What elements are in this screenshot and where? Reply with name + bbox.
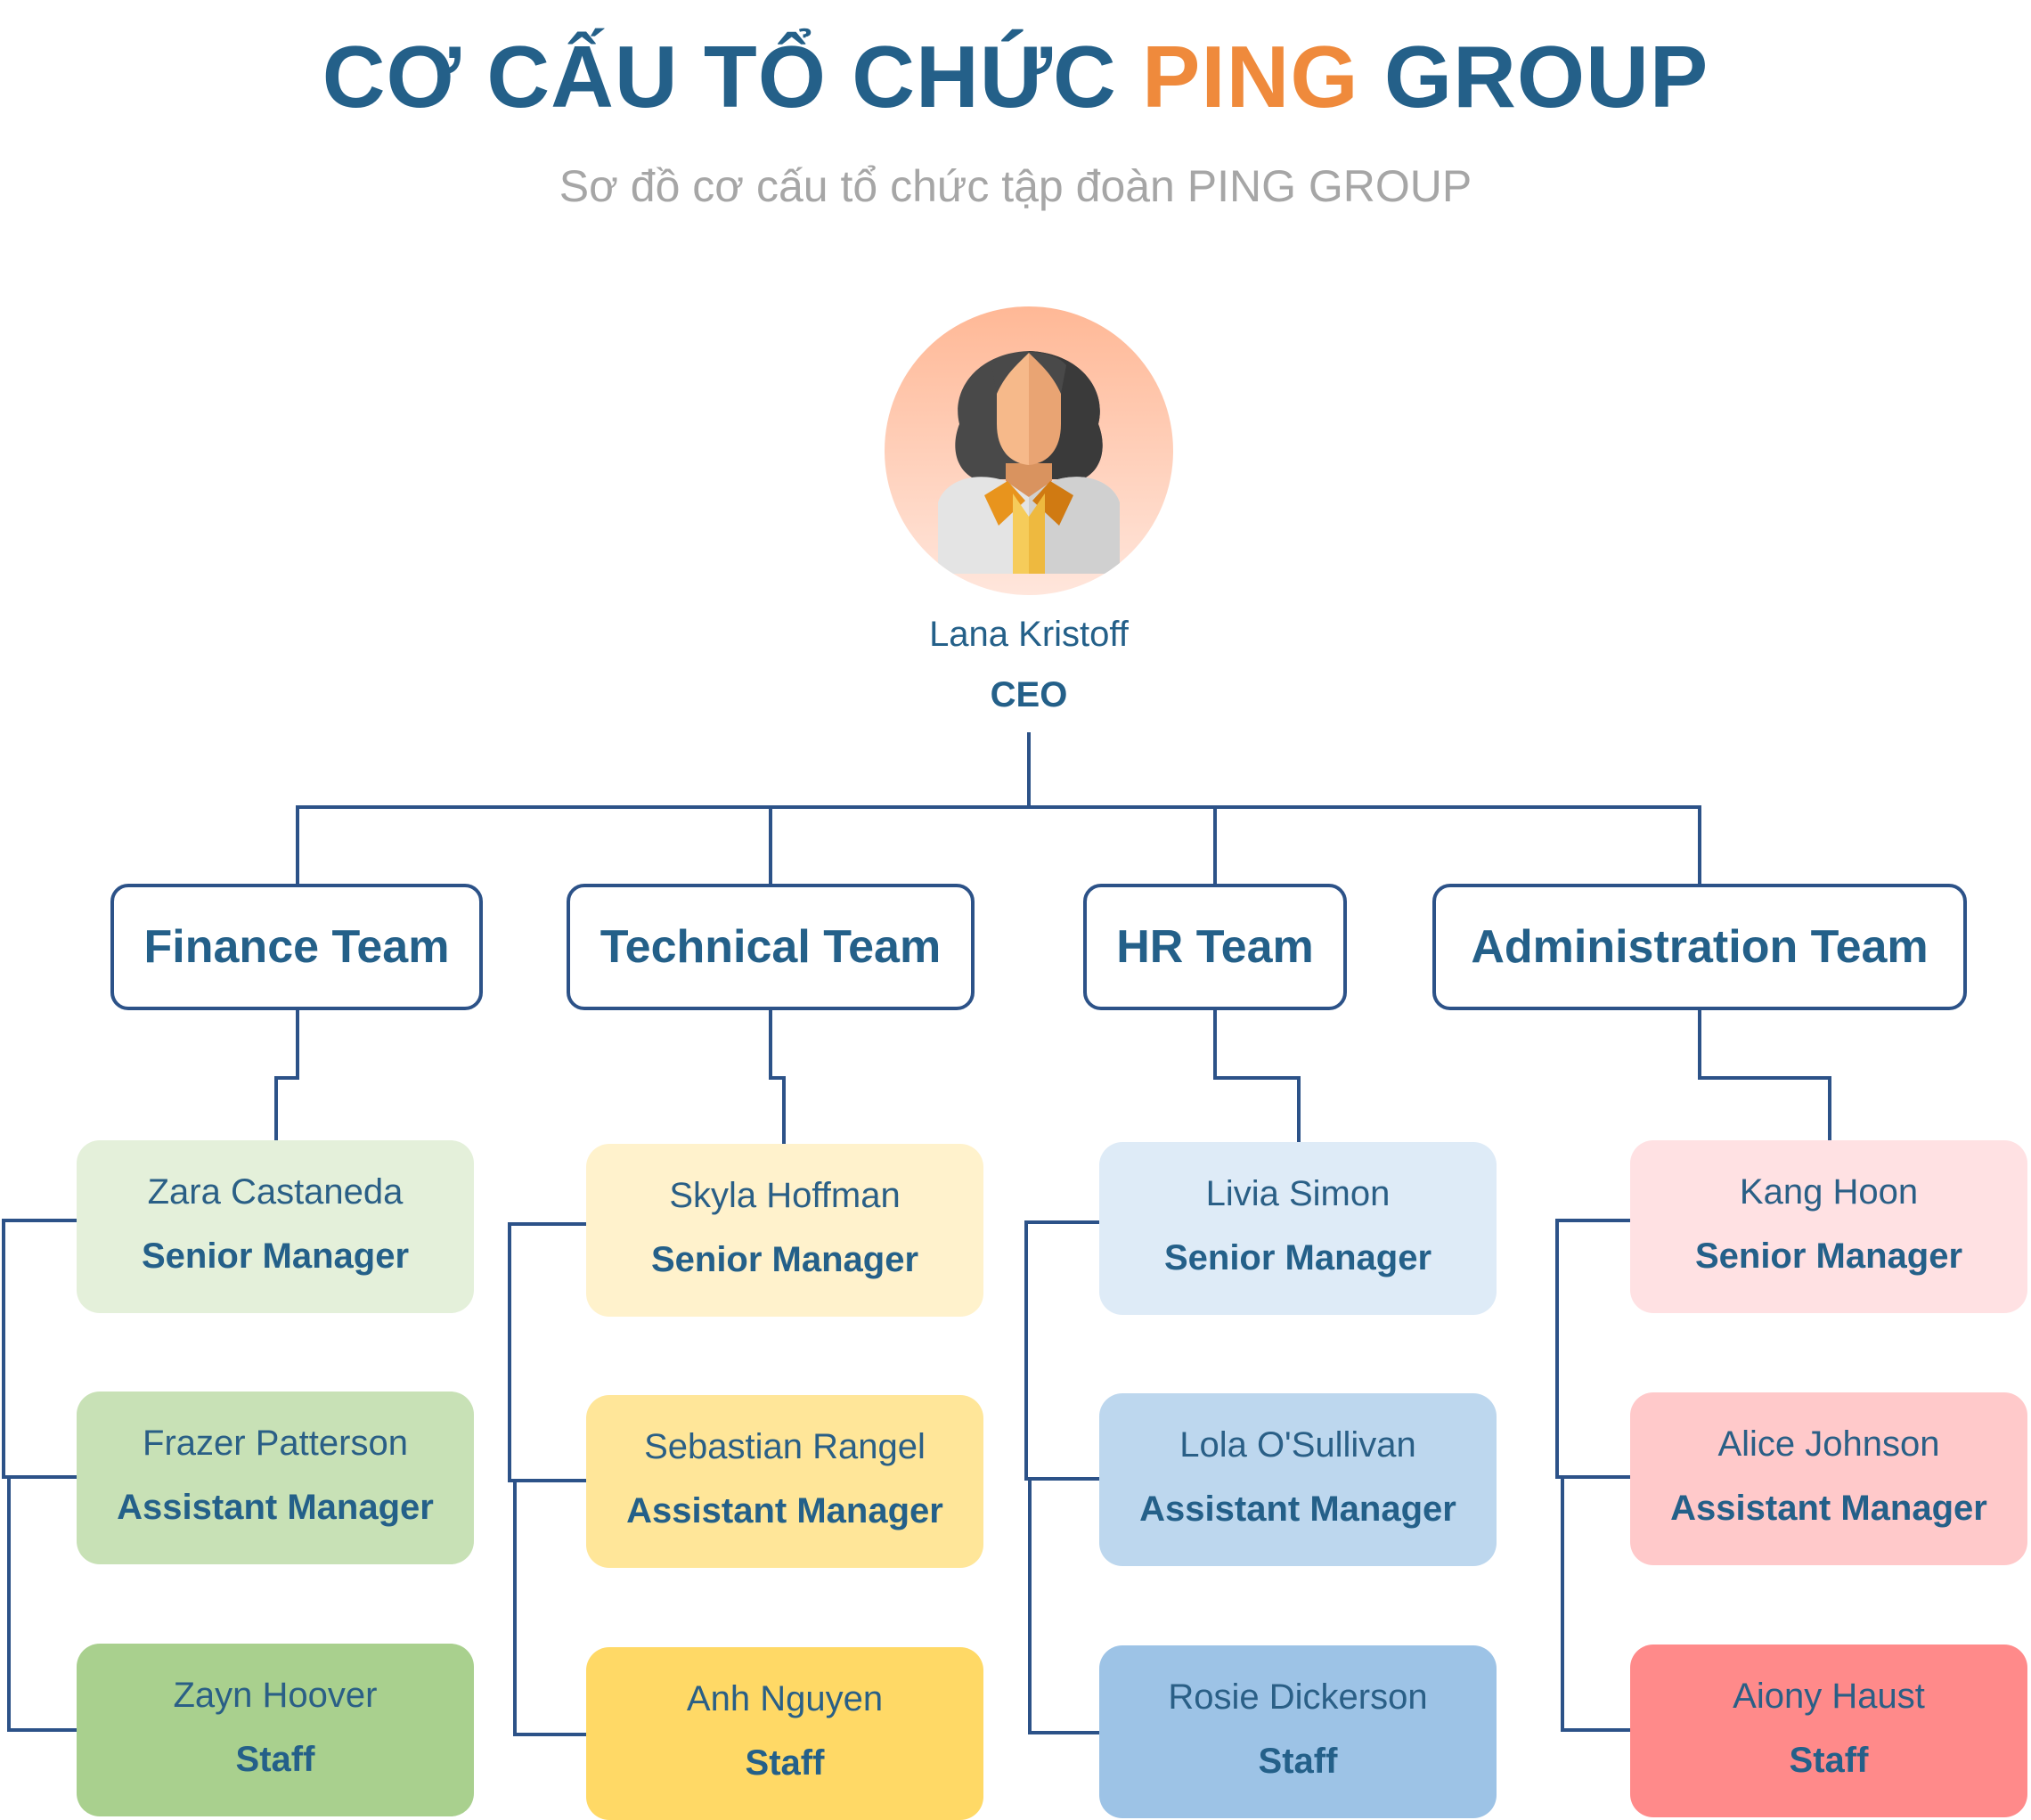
technical-bracket — [508, 1222, 586, 1736]
technical-senior-connector — [769, 1010, 786, 1144]
member-name: Kang Hoon — [1739, 1172, 1919, 1212]
team-box-administration: Administration Team — [1432, 884, 1967, 1010]
finance-senior-connector — [274, 1010, 299, 1140]
admin-senior-connector — [1698, 1010, 1831, 1140]
ceo-avatar — [885, 306, 1173, 595]
member-card-admin-assistant: Alice Johnson Assistant Manager — [1630, 1392, 2027, 1565]
member-card-hr-senior: Livia Simon Senior Manager — [1099, 1142, 1497, 1315]
member-card-admin-senior: Kang Hoon Senior Manager — [1630, 1140, 2027, 1313]
member-card-technical-senior: Skyla Hoffman Senior Manager — [586, 1144, 983, 1317]
ceo-role: CEO — [990, 675, 1068, 714]
member-role: Staff — [1789, 1741, 1869, 1780]
team-box-technical: Technical Team — [567, 884, 975, 1010]
member-card-hr-assistant: Lola O'Sullivan Assistant Manager — [1099, 1393, 1497, 1566]
member-role: Senior Manager — [650, 1240, 919, 1279]
title-accent: PING — [1142, 28, 1359, 126]
member-role: Assistant Manager — [1139, 1489, 1456, 1529]
member-name: Alice Johnson — [1717, 1424, 1940, 1464]
member-card-finance-staff: Zayn Hoover Staff — [77, 1644, 474, 1816]
member-name: Zayn Hoover — [173, 1676, 378, 1715]
finance-bracket — [2, 1219, 77, 1732]
member-role: Staff — [235, 1740, 315, 1779]
member-card-finance-assistant: Frazer Patterson Assistant Manager — [77, 1392, 474, 1564]
member-card-admin-staff: Aiony Haust Staff — [1630, 1645, 2027, 1817]
member-card-technical-assistant: Sebastian Rangel Assistant Manager — [586, 1395, 983, 1568]
member-role: Senior Manager — [1694, 1236, 1963, 1276]
member-name: Sebastian Rangel — [644, 1427, 926, 1466]
member-role: Staff — [1258, 1742, 1338, 1781]
member-name: Rosie Dickerson — [1168, 1677, 1428, 1717]
title-tail: GROUP — [1383, 28, 1709, 126]
member-role: Assistant Manager — [117, 1488, 434, 1527]
hr-senior-connector — [1213, 1010, 1301, 1142]
member-name: Aiony Haust — [1733, 1677, 1925, 1716]
team-box-finance: Finance Team — [110, 884, 483, 1010]
member-name: Skyla Hoffman — [669, 1176, 901, 1215]
member-name: Zara Castaneda — [147, 1172, 404, 1212]
page-title: CƠ CẤU TỔ CHỨC PING GROUP — [0, 27, 2031, 127]
admin-bracket — [1555, 1219, 1630, 1732]
member-name: Lola O'Sullivan — [1179, 1425, 1416, 1465]
member-card-technical-staff: Anh Nguyen Staff — [586, 1647, 983, 1820]
hr-bracket — [1024, 1220, 1099, 1734]
member-role: Assistant Manager — [1670, 1489, 1987, 1528]
title-main: CƠ CẤU TỔ CHỨC — [322, 28, 1117, 126]
member-role: Senior Manager — [141, 1236, 410, 1276]
member-role: Assistant Manager — [626, 1491, 943, 1530]
team-box-hr: HR Team — [1083, 884, 1347, 1010]
page-subtitle: Sơ đồ cơ cấu tổ chức tập đoàn PING GROUP — [559, 161, 1472, 211]
member-name: Livia Simon — [1205, 1174, 1391, 1213]
ceo-name: Lana Kristoff — [929, 615, 1129, 654]
member-role: Staff — [745, 1743, 825, 1783]
team-bar-connector — [296, 805, 1701, 887]
member-name: Anh Nguyen — [686, 1679, 884, 1718]
member-card-finance-senior: Zara Castaneda Senior Manager — [77, 1140, 474, 1313]
woman-avatar-icon — [938, 351, 1120, 574]
member-name: Frazer Patterson — [143, 1424, 408, 1463]
member-role: Senior Manager — [1163, 1238, 1432, 1277]
member-card-hr-staff: Rosie Dickerson Staff — [1099, 1645, 1497, 1818]
